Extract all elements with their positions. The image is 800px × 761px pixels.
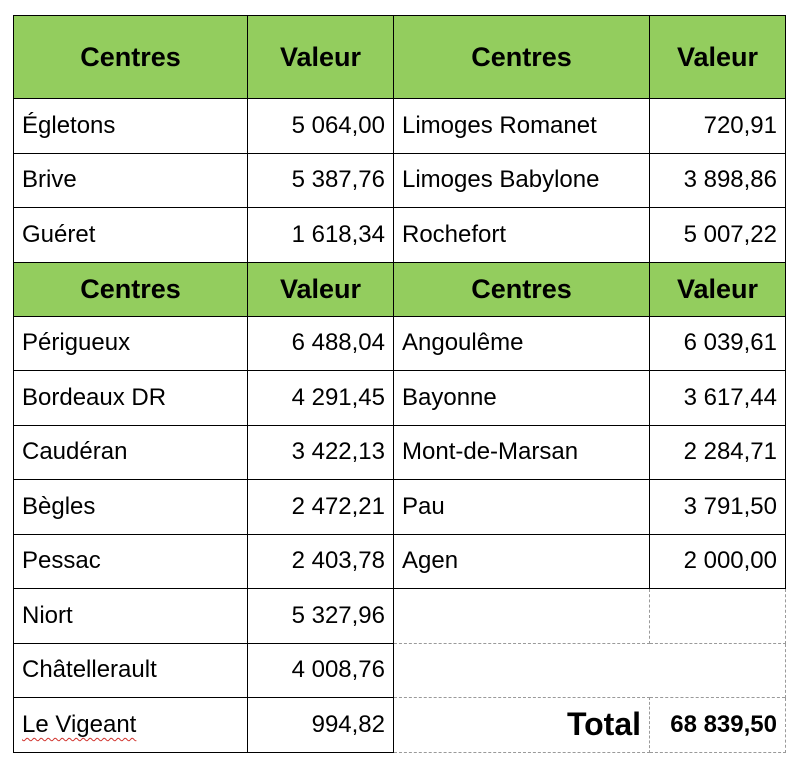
centre-name: Bayonne — [393, 370, 650, 426]
total-label: Total — [393, 697, 650, 753]
centre-name: Niort — [13, 588, 248, 644]
centre-value: 3 617,44 — [649, 370, 786, 426]
centre-value: 1 618,34 — [247, 207, 394, 263]
table-row: Guéret 1 618,34 Rochefort 5 007,22 — [13, 207, 786, 263]
column-header-valeur: Valeur — [247, 261, 394, 317]
table-row: Bègles 2 472,21 Pau 3 791,50 — [13, 479, 786, 535]
centre-name: Périgueux — [13, 315, 248, 371]
centre-name: Le Vigeant — [13, 697, 248, 753]
centre-value: 3 791,50 — [649, 479, 786, 535]
centre-value: 3 422,13 — [247, 424, 394, 480]
centre-name: Mont-de-Marsan — [393, 424, 650, 480]
centre-name: Brive — [13, 152, 248, 208]
centre-name: Guéret — [13, 207, 248, 263]
header-row: Centres Valeur Centres Valeur — [13, 261, 786, 317]
centre-name: Limoges Babylone — [393, 152, 650, 208]
centre-name: Bordeaux DR — [13, 370, 248, 426]
centre-value: 4 008,76 — [247, 642, 394, 698]
table-row: Châtellerault 4 008,76 — [13, 642, 786, 698]
table-row: Caudéran 3 422,13 Mont-de-Marsan 2 284,7… — [13, 424, 786, 480]
centre-name: Égletons — [13, 98, 248, 154]
centre-name-text: Le Vigeant — [22, 710, 137, 738]
column-header-centres: Centres — [393, 15, 650, 99]
centre-value: 3 898,86 — [649, 152, 786, 208]
total-row: Le Vigeant 994,82 Total 68 839,50 — [13, 697, 786, 753]
centre-name: Pau — [393, 479, 650, 535]
centre-value: 2 284,71 — [649, 424, 786, 480]
empty-cell — [393, 588, 650, 644]
centre-name: Pessac — [13, 533, 248, 589]
empty-cell — [393, 642, 786, 698]
centre-value: 2 000,00 — [649, 533, 786, 589]
table-row: Niort 5 327,96 — [13, 588, 786, 644]
column-header-valeur: Valeur — [649, 15, 786, 99]
centre-name: Bègles — [13, 479, 248, 535]
column-header-valeur: Valeur — [649, 261, 786, 317]
centre-name: Limoges Romanet — [393, 98, 650, 154]
table-row: Bordeaux DR 4 291,45 Bayonne 3 617,44 — [13, 370, 786, 426]
centre-value: 2 403,78 — [247, 533, 394, 589]
centre-name: Caudéran — [13, 424, 248, 480]
column-header-centres: Centres — [13, 15, 248, 99]
centre-value: 720,91 — [649, 98, 786, 154]
empty-cell — [649, 588, 786, 644]
centre-value: 994,82 — [247, 697, 394, 753]
centre-name: Châtellerault — [13, 642, 248, 698]
column-header-centres: Centres — [393, 261, 650, 317]
centre-value: 5 327,96 — [247, 588, 394, 644]
column-header-centres: Centres — [13, 261, 248, 317]
centres-value-table: Centres Valeur Centres Valeur Égletons 5… — [13, 15, 786, 753]
table-row: Périgueux 6 488,04 Angoulême 6 039,61 — [13, 315, 786, 371]
centre-value: 6 488,04 — [247, 315, 394, 371]
table-row: Brive 5 387,76 Limoges Babylone 3 898,86 — [13, 152, 786, 208]
centre-value: 2 472,21 — [247, 479, 394, 535]
centre-name: Rochefort — [393, 207, 650, 263]
table-row: Pessac 2 403,78 Agen 2 000,00 — [13, 533, 786, 589]
centre-value: 4 291,45 — [247, 370, 394, 426]
centre-value: 5 387,76 — [247, 152, 394, 208]
centre-value: 5 064,00 — [247, 98, 394, 154]
centre-name: Angoulême — [393, 315, 650, 371]
centre-value: 5 007,22 — [649, 207, 786, 263]
centre-name: Agen — [393, 533, 650, 589]
header-row: Centres Valeur Centres Valeur — [13, 15, 786, 99]
total-value: 68 839,50 — [649, 697, 786, 753]
table-row: Égletons 5 064,00 Limoges Romanet 720,91 — [13, 98, 786, 154]
column-header-valeur: Valeur — [247, 15, 394, 99]
centre-value: 6 039,61 — [649, 315, 786, 371]
